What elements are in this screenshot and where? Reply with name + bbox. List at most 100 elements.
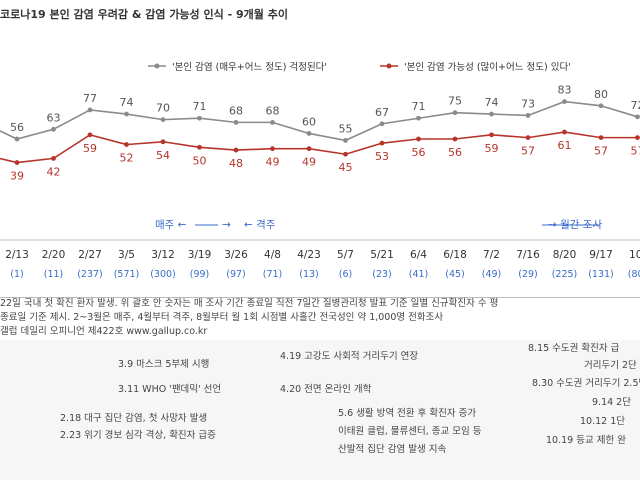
- x-sub-label: (41): [409, 269, 429, 280]
- data-label: 75: [448, 95, 462, 108]
- data-point: [598, 103, 604, 109]
- data-point: [562, 99, 567, 105]
- data-label: 49: [266, 156, 280, 169]
- data-label: 39: [10, 170, 24, 183]
- data-label: 52: [120, 152, 134, 165]
- data-label: 71: [412, 100, 426, 113]
- x-tick-label: 10/: [629, 249, 640, 261]
- data-label: 68: [229, 104, 243, 117]
- data-label: 68: [266, 104, 280, 117]
- x-tick-label: 7/2: [483, 249, 500, 261]
- divider: [0, 297, 640, 298]
- data-label: 57: [594, 145, 608, 158]
- event-label: 산발적 집단 감염 발생 지속: [338, 444, 447, 455]
- event-label: 3.9 마스크 5부제 시행: [118, 359, 210, 370]
- x-sub-label: (45): [445, 269, 465, 280]
- data-label: 55: [339, 122, 353, 135]
- data-label: 70: [156, 102, 170, 115]
- data-point: [379, 140, 385, 146]
- data-point: [14, 160, 20, 165]
- x-sub-label: (225): [552, 269, 578, 280]
- data-point: [160, 117, 166, 123]
- x-sub-label: (71): [263, 269, 283, 280]
- x-sub-label: (571): [114, 269, 140, 280]
- legend-marker: [386, 63, 392, 69]
- data-point: [598, 135, 604, 141]
- line-chart: '본인 감염 (매우+어느 정도) 걱정된다' '본인 감염 가능성 (많이+어느…: [0, 61, 640, 280]
- event-label: 10.19 등교 제한 완: [546, 435, 626, 446]
- x-tick-label: 3/12: [151, 249, 175, 261]
- x-sub-label: (300): [150, 269, 176, 280]
- event-label: 5.6 생활 방역 전환 후 확진자 증가: [338, 408, 477, 419]
- data-point: [306, 146, 312, 152]
- data-label: 60: [302, 115, 316, 128]
- data-label: 59: [83, 142, 97, 155]
- x-tick-label: 7/16: [516, 249, 540, 261]
- data-label: 57: [631, 145, 640, 158]
- data-label: 72: [631, 99, 640, 112]
- x-sub-label: (99): [190, 269, 210, 280]
- data-point: [51, 155, 56, 161]
- data-point: [416, 136, 421, 142]
- data-point: [452, 110, 458, 116]
- data-point: [343, 151, 348, 157]
- data-label: 74: [485, 96, 499, 109]
- data-point: [489, 132, 494, 138]
- x-sub-label: (29): [518, 269, 538, 280]
- data-label: 56: [412, 146, 426, 159]
- x-tick-label: 6/18: [443, 249, 467, 261]
- x-tick-label: 5/7: [337, 249, 354, 261]
- event-label: 9.14 2단: [592, 397, 631, 408]
- x-sub-label: (97): [226, 269, 246, 280]
- period-label-monthly: → 월간 조사: [548, 219, 602, 231]
- footnote-1: 22일 국내 첫 확진 환자 발생. 위 괄호 안 숫자는 매 조사 기간 종료…: [0, 298, 499, 309]
- footnotes: 22일 국내 첫 확진 환자 발생. 위 괄호 안 숫자는 매 조사 기간 종료…: [0, 297, 640, 339]
- x-sub-label: (1): [10, 269, 23, 280]
- x-sub-label: (131): [588, 269, 614, 280]
- data-label: 57: [521, 145, 535, 158]
- data-point: [452, 136, 458, 142]
- x-tick-label: 9/17: [589, 249, 613, 261]
- x-tick-label: 3/19: [188, 249, 212, 261]
- chart-title: 코로나19 본인 감염 우려감 & 감염 가능성 인식 - 9개월 추이: [0, 8, 288, 21]
- data-label: 71: [193, 100, 207, 113]
- legend-label-1: '본인 감염 (매우+어느 정도) 걱정된다': [172, 61, 327, 73]
- legend-label-2: '본인 감염 가능성 (많이+어느 정도) 있다': [404, 61, 571, 73]
- data-point: [87, 107, 93, 113]
- footnote-2: 종료일 기준 제시. 2~3월은 매주, 4월부터 격주, 8월부터 월 1회 …: [0, 312, 444, 323]
- data-label: 53: [375, 150, 389, 163]
- event-label: 거리두기 2단: [584, 360, 637, 371]
- x-sub-label: (80): [628, 269, 640, 280]
- data-point: [14, 136, 20, 142]
- data-label: 48: [229, 157, 243, 170]
- data-point: [160, 139, 166, 145]
- data-point: [306, 131, 312, 136]
- period-label-weekly: 매주 ←: [155, 219, 187, 231]
- data-label: 45: [339, 161, 353, 174]
- data-point: [124, 142, 129, 147]
- x-sub-label: (13): [299, 269, 319, 280]
- event-label: 2.18 대구 집단 감염, 첫 사망자 발생: [60, 413, 208, 424]
- x-tick-label: 3/5: [118, 249, 135, 261]
- x-sub-label: (11): [44, 269, 64, 280]
- x-tick-label: 6/4: [410, 249, 427, 261]
- data-point: [124, 111, 129, 117]
- x-tick-label: 8/20: [553, 249, 577, 261]
- x-tick-label: 5/21: [370, 249, 394, 261]
- data-point: [525, 113, 531, 118]
- data-label: 73: [521, 97, 535, 110]
- data-point: [197, 115, 202, 121]
- data-point: [270, 119, 275, 125]
- period-label-biweekly: ← 격주: [244, 218, 276, 231]
- data-point: [562, 129, 567, 135]
- x-tick-label: 2/20: [42, 249, 66, 261]
- x-tick-label: 4/23: [297, 249, 321, 261]
- data-point: [233, 119, 239, 125]
- data-label: 59: [485, 142, 499, 155]
- event-label: 4.19 고강도 사회적 거리두기 연장: [280, 351, 419, 362]
- data-label: 77: [83, 92, 97, 105]
- footnote-source: 갤럽 데일리 오피니언 제422호 www.gallup.co.kr: [0, 326, 208, 337]
- data-label: 83: [558, 84, 572, 97]
- x-sub-label: (49): [482, 269, 502, 280]
- event-label: 3.11 WHO '팬데믹' 선언: [118, 384, 222, 395]
